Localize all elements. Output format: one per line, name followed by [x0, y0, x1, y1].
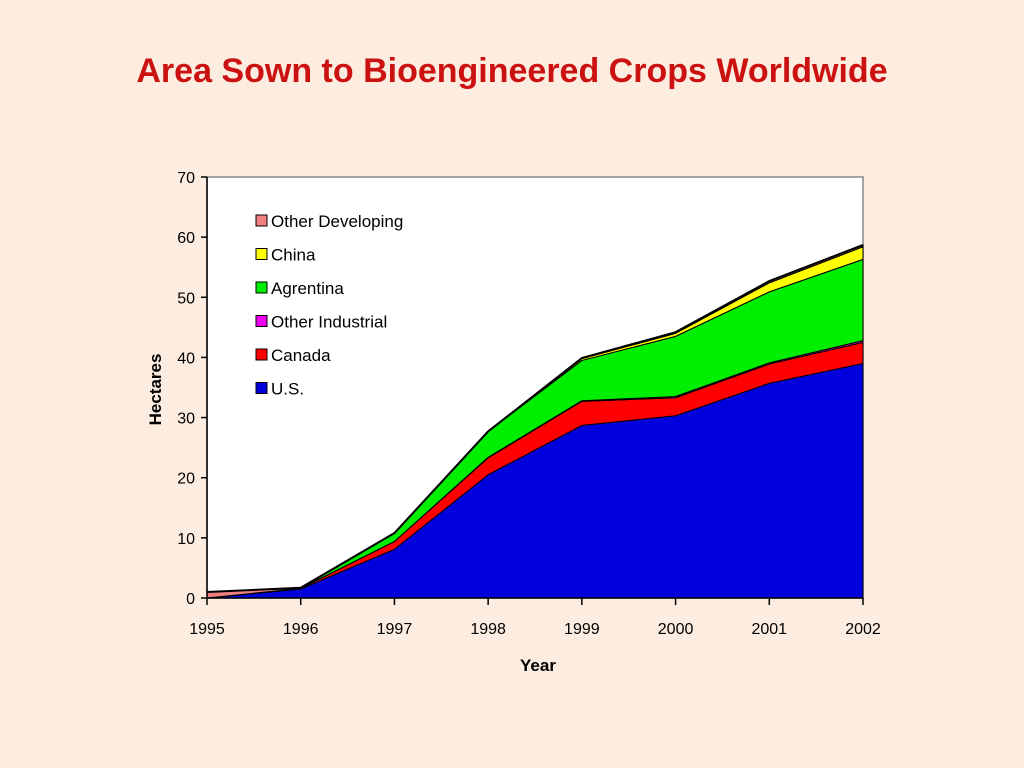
- y-tick-label: 20: [177, 471, 195, 488]
- legend-label-canada: Canada: [271, 346, 331, 365]
- y-tick-label: 40: [177, 350, 195, 367]
- x-tick-label: 1998: [470, 621, 506, 638]
- legend-box: [249, 204, 412, 404]
- legend-swatch-u-s-: [255, 382, 268, 394]
- x-tick-label: 2001: [751, 621, 787, 638]
- legend-swatch-china: [255, 248, 268, 260]
- legend-label-other-industrial: Other Industrial: [271, 313, 387, 332]
- y-tick-label: 10: [177, 531, 195, 548]
- x-tick-label: 1999: [564, 621, 600, 638]
- legend-label-agrentina: Agrentina: [271, 279, 344, 298]
- y-tick-label: 0: [186, 591, 195, 608]
- y-tick-label: 50: [177, 290, 195, 307]
- x-tick-label: 1996: [283, 621, 319, 638]
- x-tick-label: 1995: [189, 621, 225, 638]
- legend-label-u-s-: U.S.: [271, 380, 304, 399]
- legend-swatch-canada: [255, 348, 268, 361]
- y-axis-label: Hectares: [146, 354, 165, 426]
- area-top-outline: [206, 244, 864, 593]
- x-axis-label: Year: [520, 656, 556, 675]
- legend-swatch-other-developing: [255, 214, 268, 227]
- x-tick-label: 2002: [845, 621, 881, 638]
- chart-title: Area Sown to Bioengineered Crops Worldwi…: [136, 52, 888, 90]
- x-tick-label: 1997: [377, 621, 413, 638]
- y-tick-label: 60: [177, 230, 195, 247]
- y-tick-label: 70: [177, 170, 195, 187]
- legend-label-china: China: [271, 246, 316, 265]
- y-tick-label: 30: [177, 411, 195, 428]
- legend-label-other-developing: Other Developing: [271, 212, 403, 231]
- legend-swatch-other-industrial: [255, 315, 268, 327]
- legend-swatch-agrentina: [255, 281, 268, 294]
- x-tick-label: 2000: [658, 621, 694, 638]
